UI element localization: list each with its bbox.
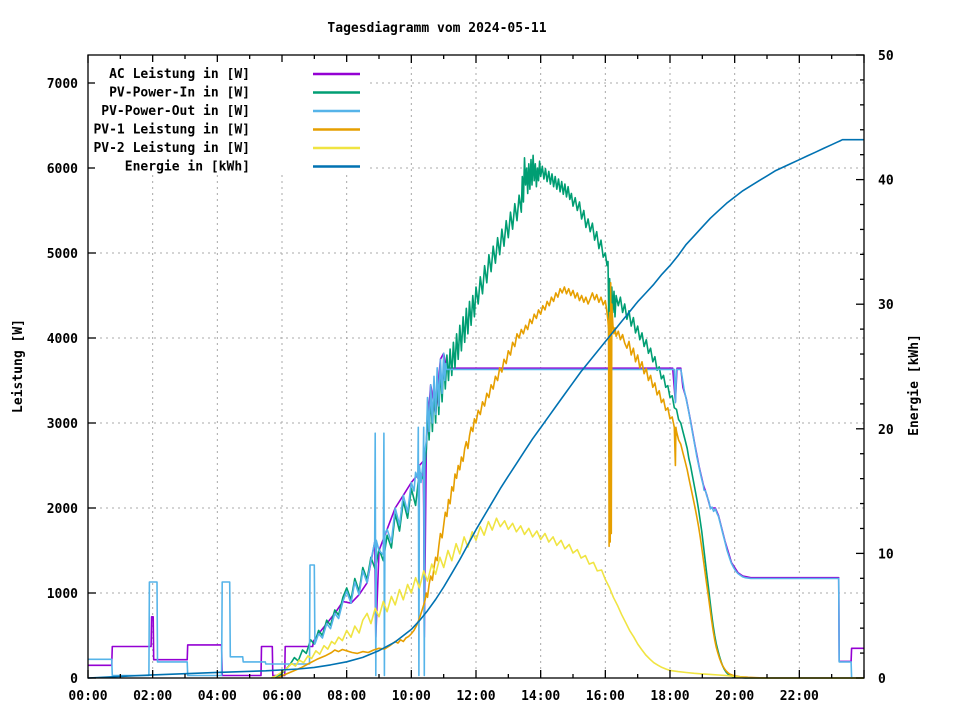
y-left-axis-label: Leistung [W] <box>11 319 26 413</box>
series-pv-power-in <box>275 154 864 679</box>
y-left-tick-label: 4000 <box>47 332 78 347</box>
y-right-tick-label: 30 <box>878 298 894 313</box>
series-pv-power-out <box>88 352 864 679</box>
y-right-tick-label: 10 <box>878 547 894 562</box>
legend-label-pv1-leistung: PV-1 Leistung in [W] <box>93 123 250 138</box>
legend-label-pv-power-out: PV-Power-Out in [W] <box>101 104 250 119</box>
y-right-tick-label: 40 <box>878 174 894 189</box>
x-tick-label: 04:00 <box>198 689 237 704</box>
y-left-tick-label: 7000 <box>47 77 78 92</box>
y-right-tick-label: 50 <box>878 49 894 64</box>
x-tick-label: 20:00 <box>715 689 754 704</box>
data-series <box>87 138 864 679</box>
x-tick-label: 06:00 <box>262 689 301 704</box>
series-energie <box>87 138 864 679</box>
y-left-tick-label: 1000 <box>47 587 78 602</box>
x-tick-label: 02:00 <box>133 689 172 704</box>
x-tick-label: 22:00 <box>780 689 819 704</box>
x-tick-label: 10:00 <box>392 689 431 704</box>
legend: AC Leistung in [W] PV-Power-In in [W] PV-P… <box>93 62 370 175</box>
legend-background <box>95 62 370 175</box>
legend-label-pv-power-in: PV-Power-In in [W] <box>109 86 250 101</box>
y-right-tick-label: 20 <box>878 423 894 438</box>
series-pv2-leistung <box>270 517 864 679</box>
x-tick-label: 14:00 <box>521 689 560 704</box>
x-tick-label: 12:00 <box>456 689 495 704</box>
x-tick-label: 18:00 <box>650 689 689 704</box>
y-left-tick-label: 2000 <box>47 502 78 517</box>
chart-title: Tagesdiagramm vom 2024-05-11 <box>327 21 546 36</box>
axes: 00:00 02:00 04:00 06:00 08:00 10:00 12:00 14:00… <box>47 49 894 704</box>
x-tick-label: 00:00 <box>68 689 107 704</box>
x-tick-label: 16:00 <box>586 689 625 704</box>
series-pv1-leistung <box>276 281 864 679</box>
legend-label-ac-leistung: AC Leistung in [W] <box>109 67 250 82</box>
y-left-tick-label: 3000 <box>47 417 78 432</box>
y-left-tick-label: 6000 <box>47 162 78 177</box>
y-left-tick-label: 0 <box>70 672 78 687</box>
legend-label-pv2-leistung: PV-2 Leistung in [W] <box>93 141 250 156</box>
y-right-tick-label: 0 <box>878 672 886 687</box>
legend-label-energie: Energie in [kWh] <box>125 160 250 175</box>
x-tick-label: 08:00 <box>327 689 366 704</box>
y-right-axis-label: Energie [kWh] <box>907 334 922 436</box>
y-left-tick-label: 5000 <box>47 247 78 262</box>
series-ac-leistung <box>88 352 864 677</box>
